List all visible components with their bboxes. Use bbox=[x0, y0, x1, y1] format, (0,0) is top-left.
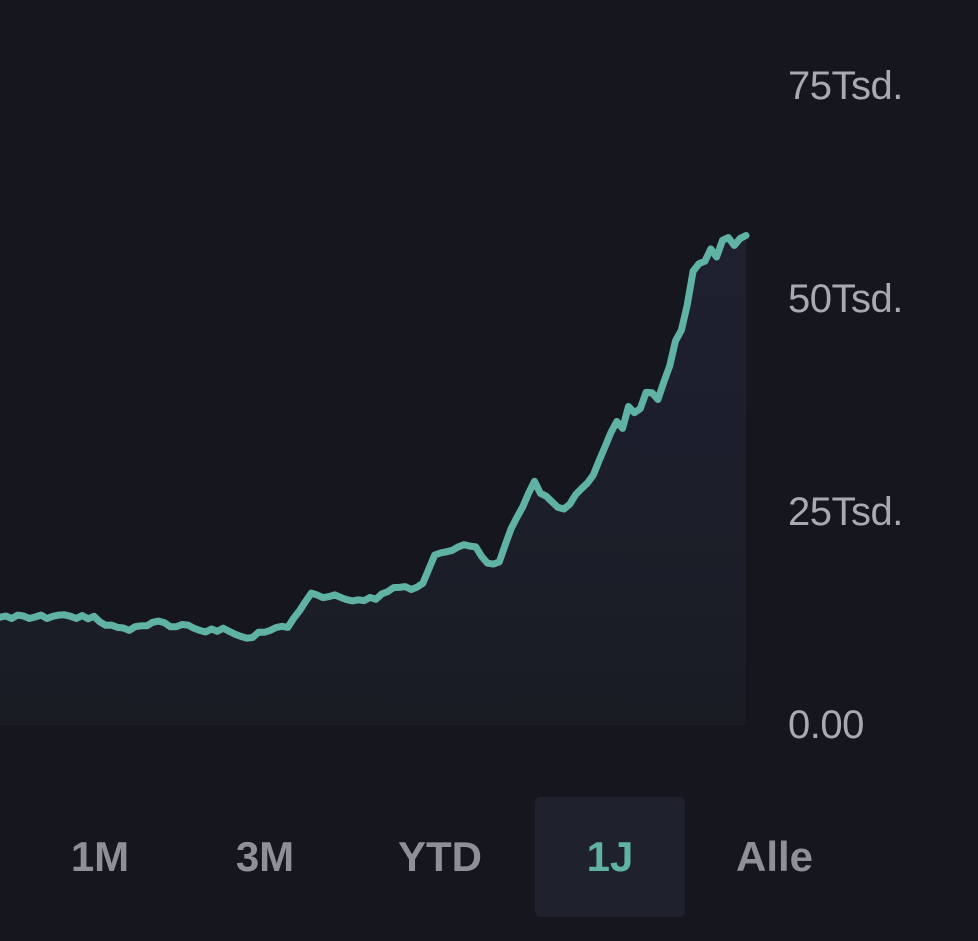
range-tab-3m[interactable]: 3M bbox=[235, 833, 295, 880]
price-chart[interactable] bbox=[0, 0, 978, 790]
series-area bbox=[0, 235, 746, 725]
range-tab-ytd[interactable]: YTD bbox=[398, 833, 482, 880]
range-tab-alle[interactable]: Alle bbox=[735, 833, 814, 880]
y-tick-label: 25Tsd. bbox=[788, 490, 903, 534]
y-tick-label: 75Tsd. bbox=[788, 64, 903, 108]
range-tab-1j[interactable]: 1J bbox=[535, 797, 685, 917]
y-tick-label: 50Tsd. bbox=[788, 277, 903, 321]
y-tick-label: 0.00 bbox=[788, 703, 864, 747]
series-line bbox=[0, 232, 750, 642]
range-selector: 1M 3M YTD 1J Alle bbox=[0, 797, 978, 917]
range-tab-1m[interactable]: 1M bbox=[70, 833, 130, 880]
